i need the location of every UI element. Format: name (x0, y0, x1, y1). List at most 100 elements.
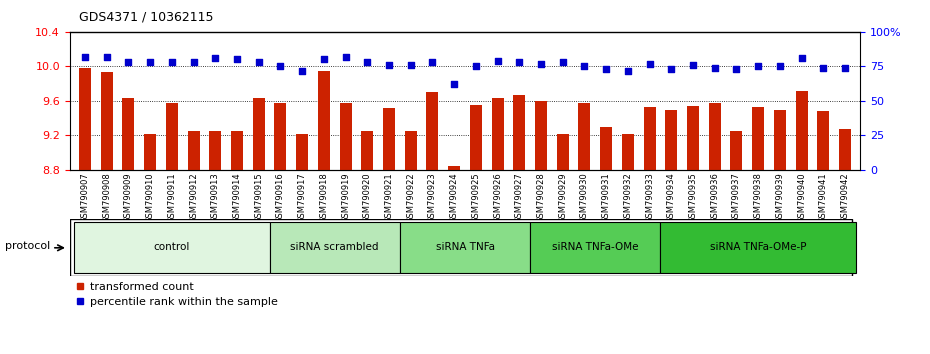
Point (100, 54, 114, 59)
Text: GSM790914: GSM790914 (232, 172, 242, 223)
Bar (557, 134, 569, 170)
Text: GSM790923: GSM790923 (428, 172, 437, 223)
Text: GSM790917: GSM790917 (298, 172, 307, 223)
Bar (774, 109, 786, 170)
Bar (427, 92, 438, 170)
Bar (817, 111, 830, 170)
Bar (318, 71, 330, 170)
Text: GSM790932: GSM790932 (623, 172, 632, 223)
Point (555, 59, 570, 65)
Text: GSM790939: GSM790939 (776, 172, 784, 223)
Text: GSM790926: GSM790926 (493, 172, 502, 223)
Point (773, 64, 788, 69)
Bar (709, 103, 721, 170)
Text: GSM790934: GSM790934 (667, 172, 676, 223)
Bar (231, 131, 243, 170)
Point (186, 59, 201, 65)
Text: GSM790928: GSM790928 (537, 172, 546, 223)
Point (404, 62, 418, 68)
Text: GSM790931: GSM790931 (602, 172, 611, 223)
Text: GSM790942: GSM790942 (841, 172, 849, 223)
Bar (839, 129, 851, 170)
FancyBboxPatch shape (74, 222, 270, 273)
Text: GSM790908: GSM790908 (102, 172, 112, 223)
Bar (644, 107, 656, 170)
Bar (361, 131, 373, 170)
Point (534, 61, 549, 67)
Text: GSM790930: GSM790930 (580, 172, 589, 223)
Bar (253, 98, 265, 170)
Text: GSM790927: GSM790927 (515, 172, 524, 223)
Point (425, 59, 440, 65)
Point (816, 65, 830, 70)
Point (339, 54, 353, 59)
Bar (79, 68, 91, 170)
Text: GSM790925: GSM790925 (472, 172, 481, 223)
Point (165, 59, 179, 65)
Bar (209, 131, 221, 170)
Bar (274, 103, 286, 170)
Text: GSM790933: GSM790933 (645, 172, 654, 223)
Text: GDS4371 / 10362115: GDS4371 / 10362115 (79, 11, 214, 24)
Bar (166, 103, 178, 170)
Point (708, 65, 723, 70)
FancyBboxPatch shape (530, 222, 660, 273)
Point (620, 68, 635, 73)
Bar (665, 109, 677, 170)
Text: control: control (153, 242, 190, 252)
Text: GSM790929: GSM790929 (558, 172, 567, 223)
Text: siRNA TNFa-OMe-P: siRNA TNFa-OMe-P (710, 242, 806, 252)
FancyBboxPatch shape (400, 222, 530, 273)
Point (577, 64, 591, 69)
Text: GSM790907: GSM790907 (81, 172, 89, 223)
Point (207, 55, 222, 61)
Text: GSM790940: GSM790940 (797, 172, 806, 223)
Text: GSM790921: GSM790921 (384, 172, 393, 223)
Point (642, 61, 657, 67)
Text: GSM790913: GSM790913 (211, 172, 219, 223)
Bar (144, 134, 156, 170)
Bar (513, 95, 525, 170)
Point (295, 68, 310, 73)
Bar (100, 72, 113, 170)
FancyBboxPatch shape (270, 222, 400, 273)
FancyBboxPatch shape (70, 219, 852, 276)
Point (838, 65, 853, 70)
Bar (383, 108, 395, 170)
Bar (492, 98, 503, 170)
Bar (796, 91, 807, 170)
Point (751, 64, 765, 69)
Point (490, 58, 505, 64)
Bar (296, 134, 308, 170)
Point (512, 59, 526, 65)
Text: GSM790920: GSM790920 (363, 172, 372, 223)
FancyBboxPatch shape (660, 222, 856, 273)
Bar (405, 131, 417, 170)
Bar (622, 134, 634, 170)
Bar (730, 131, 742, 170)
Point (360, 59, 375, 65)
Bar (123, 98, 134, 170)
Point (142, 59, 157, 65)
Text: GSM790938: GSM790938 (753, 172, 763, 223)
Text: GSM790922: GSM790922 (406, 172, 415, 223)
Bar (535, 101, 547, 170)
Point (664, 66, 679, 72)
Point (446, 81, 461, 87)
Text: GSM790937: GSM790937 (732, 172, 741, 223)
Legend: transformed count, percentile rank within the sample: transformed count, percentile rank withi… (75, 282, 278, 307)
Point (121, 59, 136, 65)
Text: GSM790910: GSM790910 (146, 172, 154, 223)
Bar (600, 127, 612, 170)
Bar (687, 106, 699, 170)
Bar (752, 107, 764, 170)
Bar (448, 166, 460, 170)
Text: siRNA scrambled: siRNA scrambled (290, 242, 379, 252)
Point (316, 57, 331, 62)
Text: GSM790912: GSM790912 (189, 172, 198, 223)
Text: GSM790909: GSM790909 (124, 172, 133, 223)
Point (230, 57, 245, 62)
Bar (339, 103, 352, 170)
Text: GSM790915: GSM790915 (254, 172, 263, 223)
Text: siRNA TNFa: siRNA TNFa (435, 242, 495, 252)
